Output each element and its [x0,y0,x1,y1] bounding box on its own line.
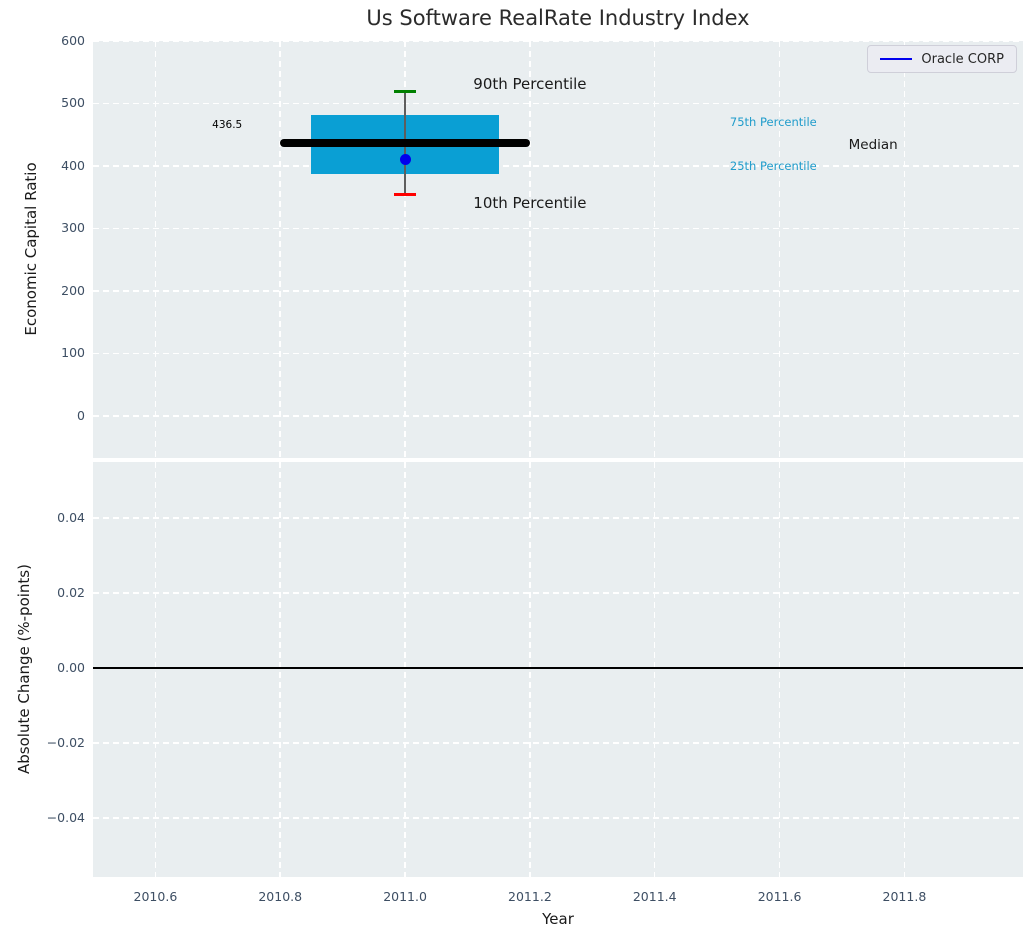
x-tick-label: 2011.4 [632,889,677,904]
oracle-data-point [399,154,411,166]
gridline-vertical [279,462,281,877]
y-tick-label: 500 [61,95,85,111]
annotation-median-value: 436.5 [212,119,243,132]
whisker-cap-10th [394,193,416,197]
y-axis-label-top: Economic Capital Ratio [22,162,40,336]
y-tick-label: 0.00 [57,659,85,675]
x-tick-label: 2010.6 [133,889,178,904]
gridline-vertical [529,41,531,458]
y-tick-label: 400 [61,157,85,173]
gridline-vertical [154,41,157,458]
gridline-horizontal [93,592,1023,594]
zero-line [93,666,1023,669]
gridline-vertical [653,462,656,877]
y-tick-label: 200 [61,282,85,298]
gridline-horizontal [93,352,1023,355]
annotation-p10-label: 10th Percentile [473,194,587,213]
axes-top-economic-capital-ratio: 90th Percentile 10th Percentile 436.5 75th … [93,40,1023,458]
y-tick-label: −0.02 [46,735,85,751]
gridline-vertical [529,462,531,877]
gridline-vertical [404,41,406,458]
legend-label: Oracle CORP [921,51,1004,67]
x-tick-label: 2011.2 [508,889,552,904]
x-axis-label: Year [542,910,574,928]
x-tick-label: 2011.6 [757,889,802,904]
gridline-vertical [404,462,406,877]
gridline-horizontal [93,415,1023,417]
y-tick-label: 600 [61,33,85,48]
y-tick-label: 0 [77,407,85,423]
gridline-vertical [903,41,906,458]
gridline-vertical [279,41,281,458]
y-tick-label: 300 [61,220,85,236]
y-tick-label: 0.02 [57,584,85,600]
annotation-p75-label: 75th Percentile [729,114,817,129]
gridline-horizontal [93,517,1023,519]
whisker-cap-90th [394,90,416,94]
x-tick-label: 2011.0 [383,889,427,904]
gridline-horizontal [93,227,1023,230]
gridline-horizontal [93,290,1023,292]
gridline-vertical [778,41,781,458]
gridline-vertical [778,462,781,877]
y-tick-label: 0.04 [57,509,85,525]
gridline-vertical [903,462,906,877]
y-tick-label: 100 [61,345,85,361]
legend-line-swatch [880,57,913,61]
gridline-vertical [653,41,656,458]
gridline-horizontal [93,40,1023,42]
gridline-horizontal [93,742,1023,744]
annotation-median-label: Median [848,137,898,154]
annotation-p90-label: 90th Percentile [473,75,587,94]
median-line [280,139,530,148]
gridline-vertical [154,462,157,877]
x-tick-label: 2011.8 [882,889,927,904]
legend: Oracle CORP [867,45,1017,73]
annotation-p25-label: 25th Percentile [729,158,817,173]
y-tick-label: −0.04 [46,810,85,826]
gridline-horizontal [93,165,1023,167]
gridline-horizontal [93,817,1023,819]
chart-title: Us Software RealRate Industry Index [366,6,750,30]
axes-bottom-absolute-change [93,462,1023,877]
gridline-horizontal [93,102,1023,105]
x-tick-label: 2010.8 [258,889,303,904]
